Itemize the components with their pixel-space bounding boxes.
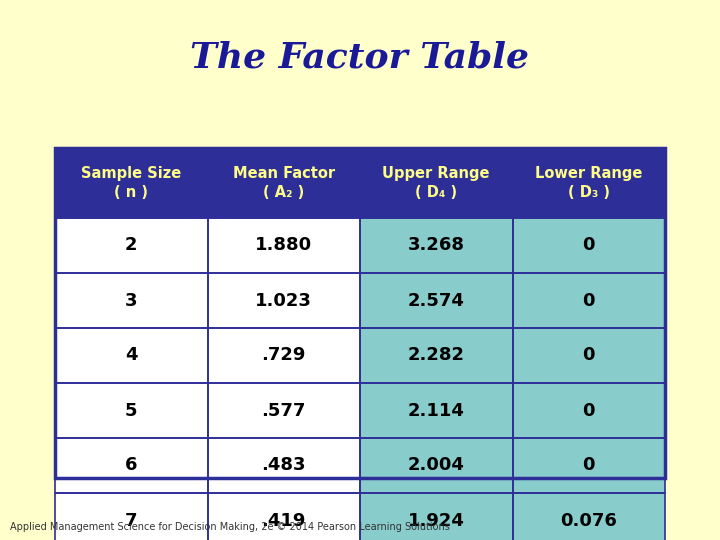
Bar <box>55 493 207 540</box>
Bar <box>360 218 513 273</box>
Bar <box>55 438 207 493</box>
Bar <box>207 218 360 273</box>
Text: 5: 5 <box>125 402 138 420</box>
Bar <box>360 438 513 493</box>
Text: The Factor Table: The Factor Table <box>191 41 529 75</box>
Bar <box>55 328 207 383</box>
Text: 2: 2 <box>125 237 138 254</box>
Text: 2.114: 2.114 <box>408 402 464 420</box>
Bar <box>207 493 360 540</box>
Bar <box>513 218 665 273</box>
Bar <box>207 148 360 218</box>
Bar <box>55 383 207 438</box>
Text: Mean Factor
( A₂ ): Mean Factor ( A₂ ) <box>233 166 335 200</box>
Bar <box>207 383 360 438</box>
Bar <box>207 383 360 438</box>
Text: .483: .483 <box>261 456 306 475</box>
Text: .577: .577 <box>261 402 306 420</box>
Bar <box>513 383 665 438</box>
Text: Sample Size
( n ): Sample Size ( n ) <box>81 166 181 200</box>
Text: 0: 0 <box>582 456 595 475</box>
Bar <box>360 383 513 438</box>
Text: 0: 0 <box>582 237 595 254</box>
Text: .419: .419 <box>261 511 306 530</box>
Bar <box>360 328 513 383</box>
Text: 1.023: 1.023 <box>256 292 312 309</box>
Bar <box>360 438 513 493</box>
Bar <box>360 148 513 218</box>
Bar <box>513 438 665 493</box>
Bar <box>513 328 665 383</box>
Text: 0: 0 <box>582 292 595 309</box>
Bar <box>360 493 513 540</box>
Bar <box>207 218 360 273</box>
Bar <box>513 438 665 493</box>
Text: 6: 6 <box>125 456 138 475</box>
Text: 2.574: 2.574 <box>408 292 464 309</box>
Bar <box>55 148 665 478</box>
Bar <box>55 273 207 328</box>
Bar <box>513 493 665 540</box>
Text: 7: 7 <box>125 511 138 530</box>
Bar <box>513 383 665 438</box>
Text: 3.268: 3.268 <box>408 237 464 254</box>
Bar <box>55 273 207 328</box>
Bar <box>55 493 207 540</box>
Bar <box>360 383 513 438</box>
Bar <box>55 218 207 273</box>
Bar <box>513 148 665 218</box>
Text: .729: .729 <box>261 347 306 364</box>
Bar <box>55 383 207 438</box>
Bar <box>55 148 207 218</box>
Bar <box>55 148 207 218</box>
Bar <box>207 273 360 328</box>
Bar <box>513 273 665 328</box>
Text: 2.282: 2.282 <box>408 347 464 364</box>
Bar <box>207 328 360 383</box>
Bar <box>55 218 207 273</box>
Bar <box>513 218 665 273</box>
Text: 0.076: 0.076 <box>560 511 617 530</box>
Bar <box>55 328 207 383</box>
Text: 0: 0 <box>582 402 595 420</box>
Bar <box>207 328 360 383</box>
Bar <box>207 493 360 540</box>
Bar <box>360 493 513 540</box>
Text: 1.880: 1.880 <box>255 237 312 254</box>
Text: Upper Range
( D₄ ): Upper Range ( D₄ ) <box>382 166 490 200</box>
Text: 1.924: 1.924 <box>408 511 464 530</box>
Text: 4: 4 <box>125 347 138 364</box>
Bar <box>513 273 665 328</box>
Bar <box>513 148 665 218</box>
Text: 3: 3 <box>125 292 138 309</box>
Bar <box>207 438 360 493</box>
Bar <box>360 273 513 328</box>
Text: Applied Management Science for Decision Making, 2e © 2014 Pearson Learning Solut: Applied Management Science for Decision … <box>10 522 450 532</box>
Bar <box>513 493 665 540</box>
Bar <box>207 438 360 493</box>
Bar <box>360 218 513 273</box>
Bar <box>207 148 360 218</box>
Text: 2.004: 2.004 <box>408 456 464 475</box>
Bar <box>207 273 360 328</box>
Bar <box>360 148 513 218</box>
Bar <box>513 328 665 383</box>
Bar <box>55 438 207 493</box>
Text: 0: 0 <box>582 347 595 364</box>
Bar <box>360 273 513 328</box>
Text: Lower Range
( D₃ ): Lower Range ( D₃ ) <box>535 166 642 200</box>
Bar <box>360 328 513 383</box>
